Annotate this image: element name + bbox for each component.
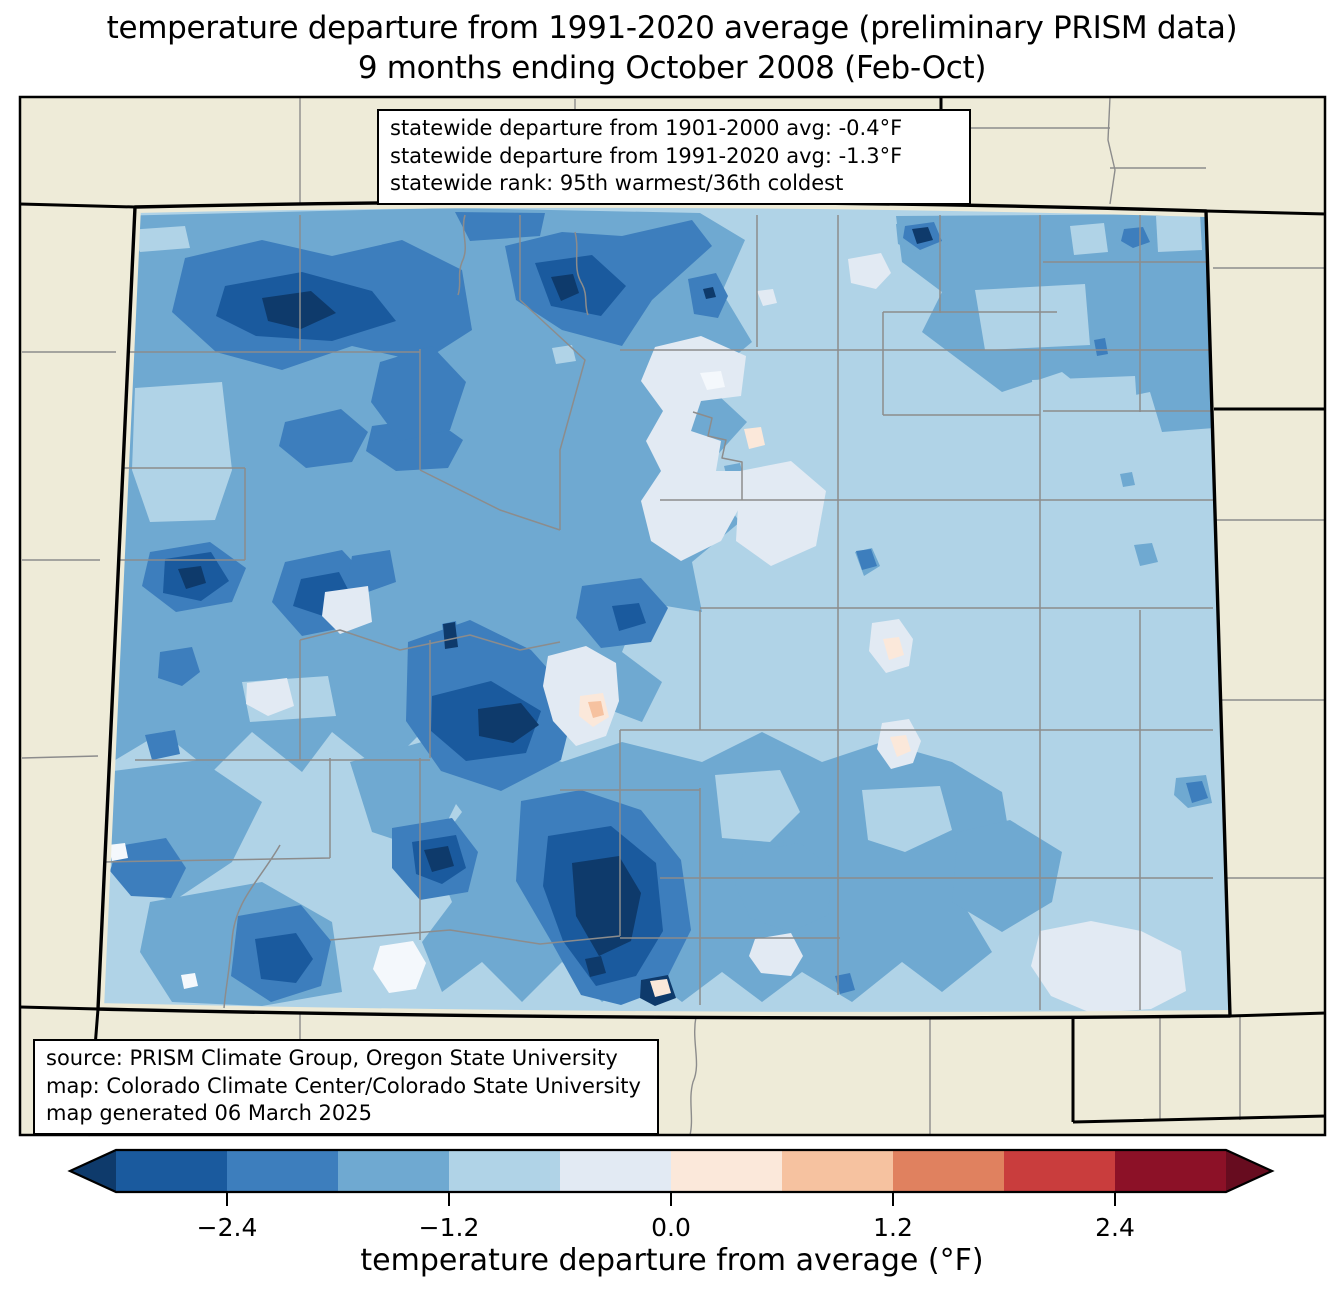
contour-layer-darkest (178, 227, 933, 1006)
colorbar-segment (116, 1150, 228, 1192)
colorbar-right-arrow (1226, 1150, 1272, 1192)
source-credit-box: source: PRISM Climate Group, Oregon Stat… (33, 1039, 659, 1135)
statewide-stats-box: statewide departure from 1901-2000 avg: … (377, 109, 971, 205)
title-line-1: temperature departure from 1991-2020 ave… (106, 10, 1238, 46)
source-line-2: map: Colorado Climate Center/Colorado St… (46, 1073, 641, 1098)
stats-line-1: statewide departure from 1901-2000 avg: … (390, 116, 903, 140)
colorbar-segments (116, 1150, 1227, 1192)
contour-layer-orange (588, 701, 604, 718)
colorbar-segment (671, 1150, 783, 1192)
colorbar-segment (449, 1150, 561, 1192)
colorado-county-lines (101, 214, 1213, 1010)
colorbar-segment (338, 1150, 450, 1192)
colorbar-left-arrow (70, 1150, 116, 1192)
colorbar-outline (67, 1148, 1275, 1194)
colorbar-segment (893, 1150, 1005, 1192)
source-line-3: map generated 06 March 2025 (46, 1101, 373, 1125)
colorbar-segment (227, 1150, 339, 1192)
colorbar-segment (560, 1150, 672, 1192)
colorbar-tick-label: −1.2 (419, 1213, 480, 1242)
colorbar-segment (1004, 1150, 1116, 1192)
stats-line-2: statewide departure from 1991-2020 avg: … (390, 143, 903, 168)
colorbar-tick-label: 0.0 (651, 1213, 691, 1242)
colorbar-tick-label: 2.4 (1095, 1213, 1135, 1242)
colorbar: −2.4 −1.2 0.0 1.2 2.4 (67, 1148, 1275, 1242)
colorbar-ticks: −2.4 −1.2 0.0 1.2 2.4 (197, 1192, 1135, 1242)
colorbar-axis-label: temperature departure from average (°F) (360, 1243, 984, 1278)
colorbar-segment (782, 1150, 894, 1192)
title-line-2: 9 months ending October 2008 (Feb-Oct) (357, 50, 987, 86)
colorbar-tick-label: −2.4 (197, 1213, 258, 1242)
stats-line-3: statewide rank: 95th warmest/36th coldes… (390, 171, 844, 195)
contour-layer-peach (579, 427, 911, 997)
contour-layer-white (108, 371, 725, 993)
colorbar-segment (1115, 1150, 1227, 1192)
source-line-1: source: PRISM Climate Group, Oregon Stat… (46, 1046, 618, 1070)
figure-title: temperature departure from 1991-2020 ave… (0, 8, 1344, 88)
map-frame (18, 95, 1327, 1137)
colorbar-tick-label: 1.2 (873, 1213, 913, 1242)
